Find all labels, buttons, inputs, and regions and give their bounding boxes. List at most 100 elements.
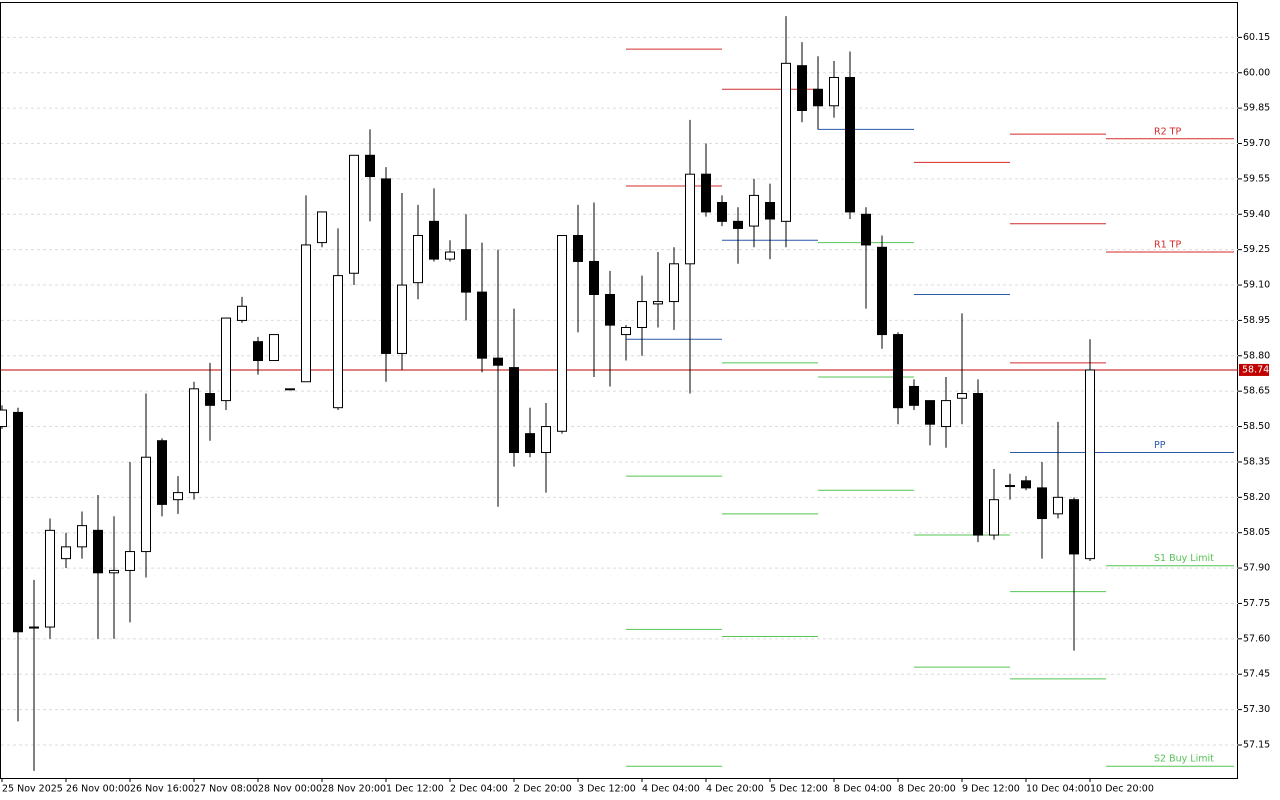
x-tick-label: 27 Nov 08:00	[194, 784, 258, 795]
y-tick-label: 58.65	[1243, 386, 1270, 397]
x-tick-label: 2 Dec 20:00	[514, 784, 572, 795]
y-tick-label: 58.35	[1243, 456, 1270, 467]
last-price-box	[1239, 363, 1269, 376]
candle-body	[77, 525, 87, 548]
candle-body	[653, 301, 663, 305]
x-tick-label: 8 Dec 04:00	[834, 784, 892, 795]
candle-body	[829, 76, 839, 107]
y-tick-label: 59.55	[1243, 173, 1270, 184]
candle-body	[269, 334, 279, 362]
candle-body	[893, 334, 903, 409]
candle-body	[1005, 485, 1015, 488]
candle-body	[477, 291, 487, 359]
candle-body	[397, 284, 407, 354]
candle-body	[909, 385, 919, 406]
x-tick-label: 4 Dec 04:00	[642, 784, 700, 795]
candle-body	[1085, 369, 1095, 560]
candle-body	[685, 173, 695, 265]
candle-body	[957, 393, 967, 399]
candle-body	[29, 626, 39, 629]
candle-body	[301, 244, 311, 383]
y-tick-label: 57.45	[1243, 669, 1270, 680]
pivot-label: PP	[1154, 440, 1166, 451]
candle-body	[205, 393, 215, 406]
candle-body	[13, 411, 23, 633]
candle-body	[765, 201, 775, 220]
y-tick-label: 58.80	[1243, 350, 1270, 361]
x-tick-label: 10 Dec 20:00	[1090, 784, 1154, 795]
candle-body	[1053, 496, 1063, 515]
y-tick-label: 58.50	[1243, 421, 1270, 432]
candle-body	[253, 341, 263, 362]
candle-body	[605, 293, 615, 326]
plot-frame	[0, 2, 1238, 779]
candle-body	[237, 305, 247, 321]
candle-body	[349, 154, 359, 274]
candle-body	[973, 393, 983, 536]
candle-body	[1021, 480, 1031, 489]
x-tick-label: 28 Nov 00:00	[258, 784, 322, 795]
candle-body	[861, 213, 871, 246]
y-tick-label: 57.75	[1243, 598, 1270, 609]
candle-body	[365, 154, 375, 178]
candle-body	[701, 173, 711, 213]
candle-body	[813, 88, 823, 107]
candle-body	[797, 65, 807, 111]
candle-body	[877, 246, 887, 336]
x-tick-label: 25 Nov 2025	[2, 784, 63, 795]
x-tick-label: 4 Dec 20:00	[706, 784, 764, 795]
candle-body	[173, 492, 183, 501]
candle-body	[317, 211, 327, 244]
candle-body	[525, 433, 535, 454]
y-tick-label: 59.40	[1243, 209, 1270, 220]
y-tick-label: 60.00	[1243, 67, 1270, 78]
pivot-label: S1 Buy Limit	[1154, 553, 1214, 564]
y-tick-label: 60.15	[1243, 32, 1270, 43]
y-tick-label: 57.30	[1243, 704, 1270, 715]
x-tick-label: 1 Dec 12:00	[386, 784, 444, 795]
candle-body	[557, 235, 567, 432]
candle-body	[45, 529, 55, 628]
candle-body	[109, 569, 119, 574]
candle-body	[493, 357, 503, 366]
candle-body	[733, 220, 743, 229]
candle-body	[621, 326, 631, 336]
candle-body	[749, 194, 759, 227]
x-tick-label: 26 Nov 16:00	[130, 784, 194, 795]
candle-body	[941, 400, 951, 428]
x-tick-label: 5 Dec 12:00	[770, 784, 828, 795]
x-tick-label: 9 Dec 12:00	[962, 784, 1020, 795]
candle-body	[845, 76, 855, 213]
y-tick-label: 59.25	[1243, 244, 1270, 255]
candle-body	[189, 388, 199, 494]
candle-body	[413, 235, 423, 284]
x-tick-label: 8 Dec 20:00	[898, 784, 956, 795]
candle-body	[669, 263, 679, 303]
x-tick-label: 28 Nov 20:00	[322, 784, 386, 795]
y-tick-label: 57.60	[1243, 633, 1270, 644]
y-tick-label: 59.10	[1243, 280, 1270, 291]
candle-body	[285, 388, 295, 391]
y-tick-label: 57.15	[1243, 739, 1270, 750]
last-price-label: 58.74	[1242, 364, 1269, 375]
candle-body	[509, 367, 519, 454]
candle-body	[589, 260, 599, 295]
candle-body	[989, 499, 999, 536]
candle-body	[141, 456, 151, 553]
candle-body	[157, 440, 167, 505]
candle-body	[573, 235, 583, 262]
candle-body	[333, 275, 343, 409]
candle-body	[0, 409, 7, 428]
x-tick-label: 3 Dec 12:00	[578, 784, 636, 795]
candle-body	[381, 178, 391, 354]
candle-body	[221, 317, 231, 402]
candle-body	[445, 251, 455, 260]
candle-body	[429, 220, 439, 260]
candle-body	[717, 201, 727, 222]
pivot-label: R1 TP	[1154, 240, 1181, 251]
pivot-label: R2 TP	[1154, 126, 1181, 137]
candle-body	[461, 249, 471, 293]
candle-body	[541, 426, 551, 454]
